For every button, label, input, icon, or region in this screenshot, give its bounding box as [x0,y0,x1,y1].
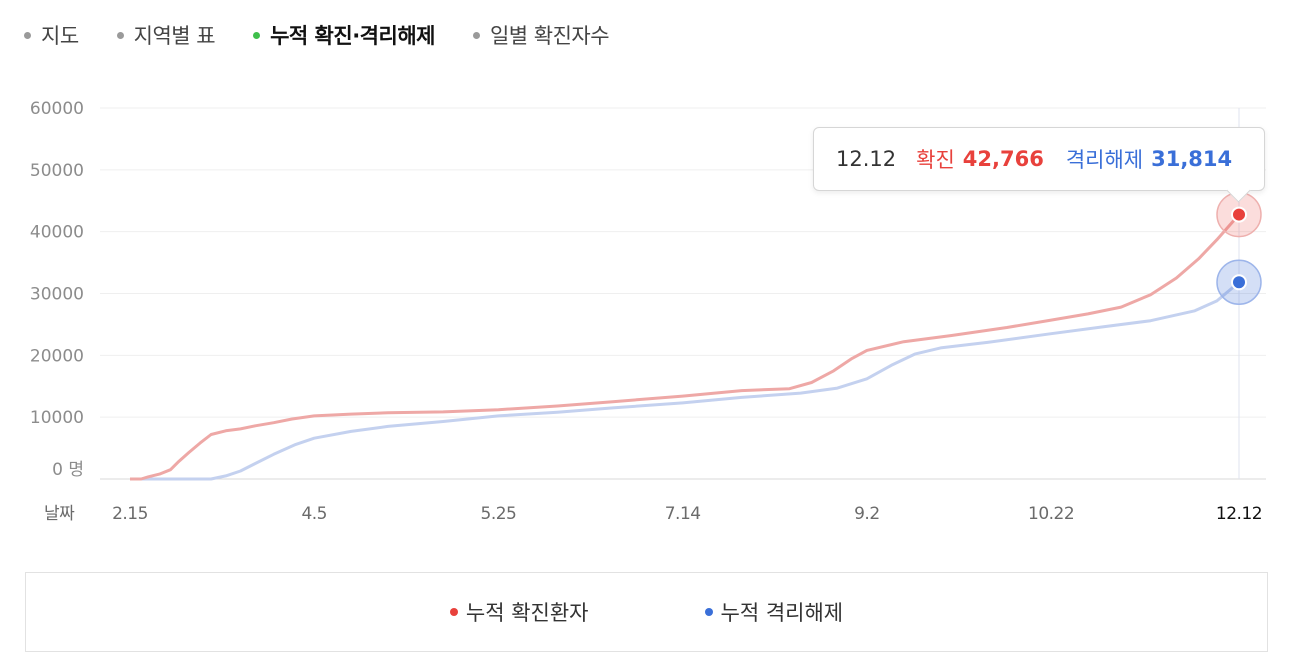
tab-region-table[interactable]: 지역별 표 [116,20,216,50]
selected-points[interactable] [1216,191,1262,306]
tooltip-confirmed-label: 확진 [916,148,955,172]
x-tick-label: 4.5 [301,504,327,524]
tab-dot-icon [24,31,31,39]
y-tick-label: 10000 [30,408,84,428]
y-tick-label: 60000 [30,99,84,119]
tooltip-released-label: 격리해제 [1065,148,1144,172]
y-tick-label: 0 명 [52,460,84,480]
x-tick-label: 5.25 [481,504,517,524]
released-series-line [130,281,1240,481]
x-tick-label: 10.22 [1028,504,1074,524]
x-tick-label: 7.14 [665,504,701,524]
tooltip-released-value: 31,814 [1151,147,1233,171]
tab-label: 지도 [41,24,79,48]
tab-dot-icon [253,31,261,39]
grid-lines [100,107,1266,480]
x-axis: 날짜 2.15 4.5 5.25 7.14 9.2 10.22 12.12 [44,504,1263,524]
y-tick-label: 30000 [30,285,84,305]
series-lines [130,213,1241,481]
chart-tooltip: 12.12 확진 42,766 격리해제 31,814 [813,127,1265,191]
tab-label: 일별 확진자수 [489,24,610,48]
confirmed-dot-icon [449,608,458,616]
chart-tabs: 지도 지역별 표 누적 확진·격리해제 일별 확진자수 [24,18,647,52]
legend-label: 누적 격리해제 [720,601,844,625]
confirmed-series-line [130,213,1241,481]
legend-label: 누적 확진환자 [465,601,589,625]
released-dot-icon [704,608,713,616]
legend-item-released[interactable]: 누적 격리해제 [704,597,844,627]
confirmed-selected-point[interactable] [1231,206,1247,223]
x-tick-label: 2.15 [112,504,148,524]
tab-map[interactable]: 지도 [24,20,79,50]
y-axis: 60000 50000 40000 30000 20000 10000 0 명 [30,99,84,480]
released-selected-point[interactable] [1231,274,1247,291]
chart-legend: 누적 확진환자 누적 격리해제 [25,572,1268,652]
tooltip-confirmed-value: 42,766 [962,147,1044,171]
x-tick-label: 12.12 [1216,504,1262,524]
tab-cumulative[interactable]: 누적 확진·격리해제 [253,20,435,50]
y-tick-label: 20000 [30,346,84,366]
y-tick-label: 40000 [30,223,84,243]
tab-label: 누적 확진·격리해제 [270,24,435,48]
cumulative-line-chart[interactable]: 60000 50000 40000 30000 20000 10000 0 명 날짜 2.15… [0,0,1298,560]
tab-dot-icon [116,31,124,39]
tab-daily[interactable]: 일별 확진자수 [472,20,610,50]
y-tick-label: 50000 [30,161,84,181]
tooltip-date: 12.12 [836,147,897,171]
x-axis-label: 날짜 [44,504,75,524]
legend-item-confirmed[interactable]: 누적 확진환자 [449,597,589,627]
tab-label: 지역별 표 [133,24,216,48]
x-tick-label: 9.2 [854,504,880,524]
tab-dot-icon [472,31,480,39]
